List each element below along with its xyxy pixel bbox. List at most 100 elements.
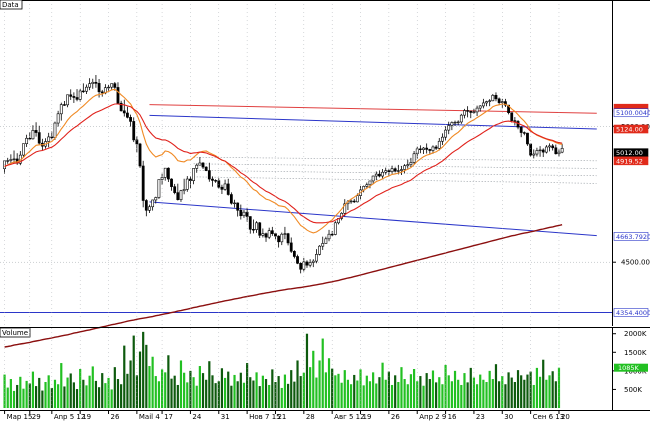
candle-body-up bbox=[78, 90, 82, 100]
fan-line bbox=[193, 156, 597, 162]
candle-body-down bbox=[220, 186, 224, 190]
candle-body-down bbox=[425, 147, 429, 150]
candle-body-up bbox=[261, 233, 265, 236]
volume-bar bbox=[532, 384, 535, 408]
volume-bar bbox=[110, 389, 113, 408]
time-tick-label: 19 bbox=[82, 413, 91, 421]
candle-body-down bbox=[393, 168, 397, 172]
volume-bar bbox=[343, 370, 346, 408]
price-title-box bbox=[0, 0, 23, 10]
volume-bar bbox=[538, 376, 542, 408]
candle-body-down bbox=[97, 83, 101, 93]
candle bbox=[299, 262, 303, 274]
candle bbox=[541, 148, 545, 158]
price-label-text: 5124.00 bbox=[616, 126, 643, 134]
candle-body-up bbox=[91, 81, 95, 84]
candle-body-up bbox=[182, 189, 186, 192]
price-label: 5012.00 bbox=[613, 148, 649, 157]
candle-body-up bbox=[441, 136, 444, 142]
volume-bar bbox=[460, 384, 463, 408]
candle bbox=[315, 249, 318, 264]
candle-body-down bbox=[248, 216, 252, 230]
candle-body-down bbox=[94, 81, 98, 84]
trendlines bbox=[0, 104, 612, 313]
volume-bar bbox=[390, 384, 394, 408]
volume-bar bbox=[516, 370, 520, 408]
candle bbox=[267, 227, 271, 240]
candle-body-up bbox=[481, 102, 485, 107]
volume-bar bbox=[179, 360, 183, 408]
candle-body-down bbox=[289, 242, 293, 252]
candle bbox=[261, 228, 265, 238]
volume-bar bbox=[491, 379, 494, 408]
volume-bar bbox=[255, 372, 258, 408]
candle bbox=[129, 114, 132, 127]
volume-bar bbox=[60, 363, 63, 408]
volume-bar bbox=[57, 384, 60, 408]
price-label-text: 4663.7920 bbox=[616, 233, 650, 241]
candle-body-down bbox=[63, 104, 66, 106]
candle bbox=[185, 176, 189, 192]
volume-bar bbox=[378, 377, 381, 408]
volume-bar bbox=[422, 385, 425, 408]
candle-body-down bbox=[119, 102, 123, 112]
candle-body-down bbox=[34, 130, 38, 133]
volume-bar bbox=[135, 375, 138, 408]
volume-bar bbox=[498, 381, 501, 408]
volume-bar bbox=[513, 382, 516, 408]
candle-body-up bbox=[308, 262, 312, 266]
candle bbox=[456, 120, 460, 126]
candle-body-down bbox=[466, 110, 470, 112]
volume-bar bbox=[365, 375, 368, 408]
volume-bar bbox=[510, 377, 513, 408]
volume-bar bbox=[444, 364, 447, 408]
candle-body-down bbox=[226, 183, 230, 195]
candle-body-up bbox=[381, 171, 384, 177]
candle bbox=[406, 159, 410, 169]
time-tick-label: 30 bbox=[504, 413, 513, 421]
fan-line bbox=[193, 170, 597, 177]
candle bbox=[255, 221, 258, 233]
candle-body-up bbox=[154, 197, 158, 201]
volume-bar bbox=[157, 381, 161, 408]
volume-bar bbox=[353, 374, 356, 408]
candle bbox=[481, 98, 485, 109]
candle bbox=[201, 162, 205, 169]
candle bbox=[91, 78, 95, 89]
candle bbox=[352, 198, 356, 203]
candle-body-up bbox=[488, 100, 492, 102]
volume-bar bbox=[428, 379, 431, 408]
price-label-box bbox=[613, 156, 649, 166]
candle bbox=[384, 167, 388, 175]
candle-body-down bbox=[554, 147, 558, 155]
time-tick-label: 21 bbox=[277, 413, 286, 421]
volume-bar bbox=[50, 387, 53, 408]
candle-body-up bbox=[478, 105, 482, 109]
volume-bar bbox=[283, 374, 287, 408]
candle bbox=[532, 149, 536, 159]
candle-body-down bbox=[138, 143, 142, 167]
candle bbox=[233, 199, 236, 208]
candle bbox=[308, 259, 312, 268]
volume-bar bbox=[296, 360, 299, 408]
candle bbox=[321, 236, 325, 250]
candle-body-up bbox=[302, 261, 306, 270]
candle-body-up bbox=[192, 168, 195, 181]
candle bbox=[211, 176, 214, 187]
candle-body-down bbox=[28, 137, 32, 140]
candle bbox=[324, 236, 328, 244]
volume-bar bbox=[217, 381, 220, 408]
price-label-text: 4919.52 bbox=[616, 157, 643, 165]
volume-bar bbox=[523, 379, 526, 408]
candle-body-up bbox=[538, 149, 542, 152]
candle-body-up bbox=[560, 148, 564, 153]
volume-bar bbox=[453, 370, 457, 408]
candle-body-down bbox=[252, 229, 255, 231]
candle bbox=[418, 145, 422, 154]
candle-body-up bbox=[327, 233, 331, 240]
price-label-text: 5100.0040 bbox=[616, 109, 650, 117]
candle bbox=[81, 83, 85, 93]
candle bbox=[163, 167, 167, 181]
price-label: 4919.52 bbox=[613, 156, 649, 166]
